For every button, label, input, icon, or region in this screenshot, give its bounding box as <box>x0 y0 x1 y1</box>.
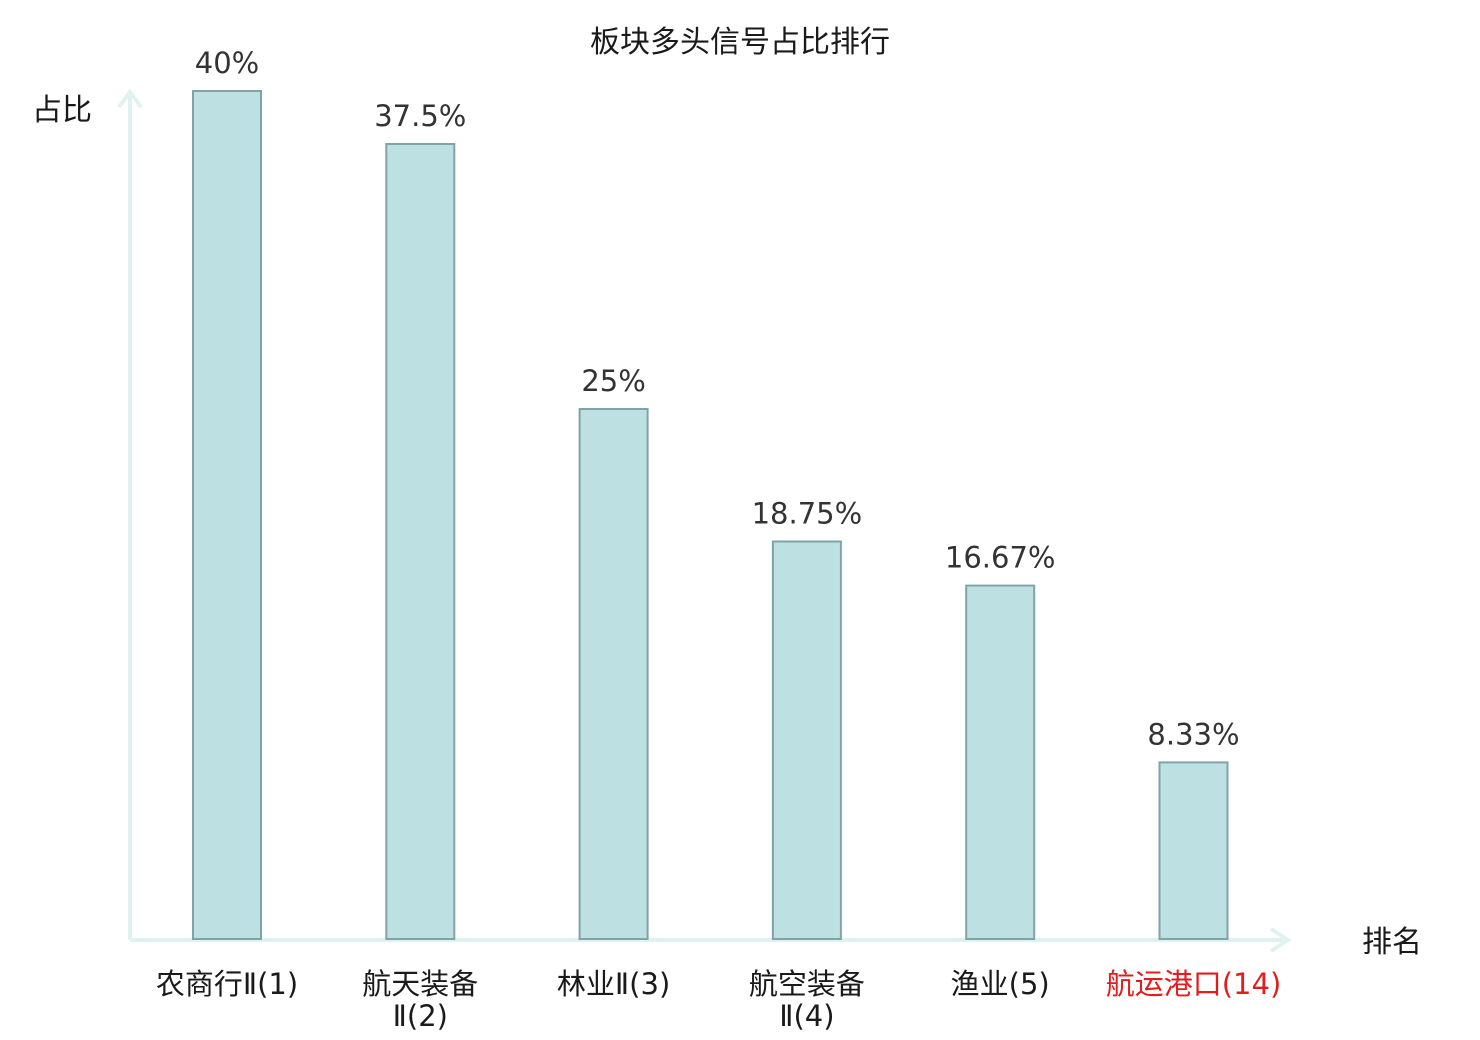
bar-5 <box>965 584 1036 940</box>
bar-1 <box>192 90 262 940</box>
bars-group <box>192 90 1229 941</box>
bar-6 <box>1158 761 1229 941</box>
x-axis-label: 排名 <box>1362 925 1422 960</box>
value-label-4: 18.75% <box>752 497 863 531</box>
bar-3 <box>578 408 649 940</box>
category-label-4-line-2: Ⅱ(4) <box>779 999 834 1033</box>
category-label-6: 航运港口(14) <box>1106 967 1282 1001</box>
category-label-1: 农商行Ⅱ(1) <box>156 967 298 1001</box>
axes <box>117 88 1292 953</box>
value-labels-group: 40% 37.5% 25% 18.75% 16.67% 8.33% <box>195 46 1240 751</box>
category-label-4-line-1: 航空装备 <box>749 967 865 1001</box>
category-label-2-line-2: Ⅱ(2) <box>393 999 448 1033</box>
value-label-2: 37.5% <box>374 99 466 133</box>
value-label-6: 8.33% <box>1147 717 1239 751</box>
value-label-3: 25% <box>581 364 645 398</box>
chart-title: 板块多头信号占比排行 <box>590 25 890 60</box>
category-label-2-line-1: 航天装备 <box>362 967 478 1001</box>
y-axis-label: 占比 <box>32 93 92 128</box>
bar-4 <box>771 540 842 940</box>
x-axis-arrow <box>1269 927 1292 953</box>
category-label-5: 渔业(5) <box>951 967 1050 1001</box>
value-label-5: 16.67% <box>945 541 1056 575</box>
y-axis-arrow <box>117 88 143 109</box>
value-label-1: 40% <box>195 46 259 80</box>
category-label-3: 林业Ⅱ(3) <box>557 967 670 1001</box>
bar-2 <box>385 143 456 940</box>
